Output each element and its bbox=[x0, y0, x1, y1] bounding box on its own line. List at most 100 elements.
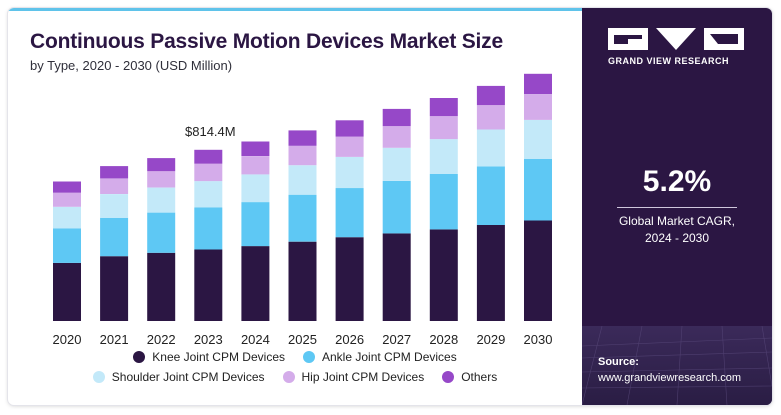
bar-segment bbox=[100, 217, 129, 257]
legend-row: Shoulder Joint CPM Devices Hip Joint CPM … bbox=[8, 370, 582, 384]
brand-logo: GRAND VIEW RESEARCH bbox=[608, 28, 748, 66]
bar-segment bbox=[147, 171, 176, 188]
bar-segment bbox=[241, 174, 270, 203]
bar-segment bbox=[53, 228, 81, 263]
info-panel: GRAND VIEW RESEARCH 5.2% Global Market C… bbox=[582, 8, 772, 405]
bar-segment bbox=[382, 108, 411, 127]
legend-item: Shoulder Joint CPM Devices bbox=[92, 370, 265, 384]
stacked-bar-chart: 2020 2021 2022 2023 $814.4M 2024 2025 2026 2027 2… bbox=[53, 73, 553, 347]
bar-segment bbox=[147, 187, 176, 213]
legend-swatch bbox=[282, 371, 295, 383]
bar-segment bbox=[53, 181, 81, 193]
bar-segment bbox=[429, 116, 458, 140]
bar-segment bbox=[241, 141, 270, 156]
bar-segment bbox=[100, 178, 129, 194]
bar-segment bbox=[241, 156, 270, 175]
source-label: Source: bbox=[598, 356, 639, 368]
x-tick-label: 2025 bbox=[288, 332, 317, 347]
bar-segment bbox=[476, 105, 505, 130]
source-background bbox=[582, 326, 772, 405]
bar-segment bbox=[524, 158, 552, 221]
logo-v-icon bbox=[656, 28, 696, 50]
source-link[interactable]: www.grandviewresearch.com bbox=[598, 372, 742, 384]
bar-segment bbox=[53, 206, 81, 229]
bar-segment bbox=[241, 202, 270, 247]
bar-segment bbox=[100, 256, 129, 321]
x-tick-label: 2029 bbox=[476, 332, 505, 347]
accent-bar bbox=[8, 8, 582, 11]
cagr-value: 5.2% bbox=[642, 165, 712, 198]
legend-item: Knee Joint CPM Devices bbox=[133, 350, 285, 364]
x-tick-label: 2020 bbox=[53, 332, 82, 347]
cagr-label-line1: Global Market CAGR, bbox=[618, 214, 736, 228]
bar-segment bbox=[429, 229, 458, 321]
cagr-label-line2: 2024 - 2030 bbox=[644, 231, 710, 245]
legend-row: Knee Joint CPM Devices Ankle Joint CPM De… bbox=[8, 350, 582, 364]
bar-segment bbox=[100, 166, 129, 179]
bar-segment bbox=[382, 233, 411, 321]
legend-item: Others bbox=[442, 370, 497, 384]
bar-segment bbox=[382, 126, 411, 148]
bar-segment bbox=[194, 181, 223, 208]
bar-segment bbox=[288, 145, 317, 166]
legend-label: Ankle Joint CPM Devices bbox=[322, 350, 457, 364]
bar-segment bbox=[100, 194, 129, 218]
logo-r-icon bbox=[704, 28, 744, 50]
legend-label: Others bbox=[461, 370, 498, 384]
legend-item: Ankle Joint CPM Devices bbox=[303, 350, 457, 364]
x-tick-label: 2024 bbox=[241, 332, 270, 347]
bar-segment bbox=[147, 212, 176, 253]
bar-segment bbox=[194, 163, 223, 182]
legend-item: Hip Joint CPM Devices bbox=[282, 370, 425, 384]
chart-card: Continuous Passive Motion Devices Market… bbox=[8, 8, 772, 405]
bar-segment bbox=[382, 180, 411, 234]
bar-segment bbox=[194, 249, 223, 321]
x-tick-label: 2026 bbox=[335, 332, 364, 347]
bar-segment bbox=[288, 130, 317, 146]
data-label: $814.4M bbox=[185, 124, 236, 139]
brand-name: GRAND VIEW RESEARCH bbox=[608, 56, 730, 66]
bar-segment bbox=[476, 85, 505, 106]
bar-segment bbox=[53, 192, 81, 207]
bar-segment bbox=[288, 241, 317, 321]
cagr-divider bbox=[617, 207, 737, 208]
bar-segment bbox=[429, 139, 458, 174]
chart-title: Continuous Passive Motion Devices Market… bbox=[30, 30, 503, 53]
bar-segment bbox=[147, 158, 176, 172]
bar-segment bbox=[335, 188, 364, 238]
x-tick-label: 2028 bbox=[429, 332, 458, 347]
legend-label: Knee Joint CPM Devices bbox=[152, 350, 285, 364]
legend-swatch bbox=[133, 351, 146, 363]
bar-segment bbox=[288, 165, 317, 195]
legend-swatch bbox=[442, 371, 455, 383]
bar-segment bbox=[524, 73, 552, 95]
legend-swatch bbox=[92, 371, 105, 383]
bar-segment bbox=[335, 157, 364, 189]
bar-segment bbox=[476, 166, 505, 225]
bar-segment bbox=[194, 149, 223, 164]
x-tick-label: 2027 bbox=[382, 332, 411, 347]
bar-segment bbox=[524, 119, 552, 159]
bar-segment bbox=[194, 207, 223, 250]
bar-segment bbox=[429, 98, 458, 117]
bar-segment bbox=[524, 94, 552, 120]
x-tick-label: 2021 bbox=[100, 332, 129, 347]
bar-segment bbox=[335, 237, 364, 321]
bar-segment bbox=[288, 194, 317, 242]
chart-subtitle: by Type, 2020 - 2030 (USD Million) bbox=[30, 58, 233, 73]
x-tick-label: 2030 bbox=[524, 332, 553, 347]
logo-marks bbox=[608, 28, 748, 50]
x-tick-label: 2022 bbox=[147, 332, 176, 347]
bar-segment bbox=[335, 120, 364, 137]
logo-g-icon bbox=[608, 28, 648, 50]
bar-segment bbox=[382, 147, 411, 181]
legend: Knee Joint CPM Devices Ankle Joint CPM De… bbox=[8, 350, 582, 390]
x-tick-label: 2023 bbox=[194, 332, 223, 347]
bar-segment bbox=[476, 224, 505, 321]
bar-segment bbox=[53, 262, 81, 321]
cagr-label: Global Market CAGR, 2024 - 2030 bbox=[582, 213, 772, 247]
bar-segment bbox=[241, 246, 270, 321]
bar-segment bbox=[429, 174, 458, 230]
bar-segment bbox=[524, 220, 552, 321]
legend-label: Hip Joint CPM Devices bbox=[301, 370, 425, 384]
